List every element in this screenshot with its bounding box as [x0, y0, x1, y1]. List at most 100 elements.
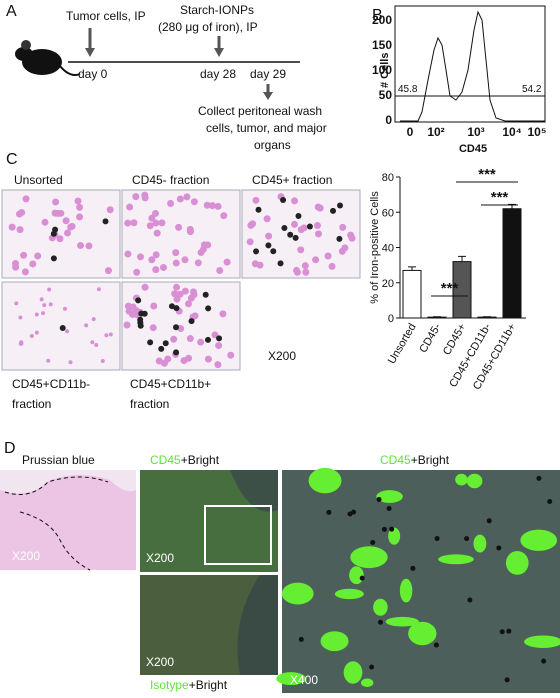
cell	[175, 224, 182, 231]
iron-deposit	[369, 665, 374, 670]
iron-deposit	[487, 518, 492, 523]
iron-cell	[337, 203, 343, 209]
iron-cell	[336, 236, 342, 242]
stain: +Bright	[181, 453, 220, 467]
cell	[177, 196, 184, 203]
cell	[173, 260, 180, 267]
iron-cell	[205, 305, 211, 311]
cell	[76, 204, 83, 211]
image-title: CD45+CD11b-	[12, 377, 90, 391]
day-label: day 29	[250, 67, 286, 81]
mouse-icon	[15, 40, 80, 75]
cell	[219, 310, 226, 317]
image-title: Unsorted	[14, 173, 63, 187]
magnification: X200	[12, 549, 40, 563]
cell	[190, 288, 197, 295]
annotation: Starch-IONPs	[180, 3, 254, 17]
panel-label: D	[4, 440, 16, 457]
cell	[20, 252, 27, 259]
iron-cell	[270, 248, 276, 254]
cell	[220, 212, 227, 219]
iron-cell	[281, 225, 287, 231]
cell	[183, 193, 190, 200]
image-title: CD45+Bright	[380, 453, 450, 467]
cell	[22, 268, 29, 275]
cell	[167, 200, 174, 207]
arrows	[85, 28, 273, 100]
cell	[297, 246, 304, 253]
cell	[177, 291, 184, 298]
cell	[94, 343, 98, 347]
cell	[335, 589, 364, 599]
day-label: day 0	[78, 67, 108, 81]
bar-chart: % of Iron-positive Cells020406080Unsorte…	[369, 166, 526, 392]
y-tick-label: 0	[385, 113, 392, 127]
cell	[247, 222, 254, 229]
cell	[63, 217, 70, 224]
iron-cell	[135, 297, 141, 303]
iron-cell	[147, 339, 153, 345]
day-label: day 28	[200, 67, 236, 81]
iron-cell	[293, 235, 299, 241]
x-tick-label: Unsorted	[386, 322, 419, 367]
iron-cell	[173, 349, 179, 355]
cell	[214, 361, 221, 368]
significance-label: ***	[478, 166, 496, 183]
iron-cell	[169, 303, 175, 309]
cell	[321, 631, 349, 651]
iron-cell	[265, 242, 271, 248]
cell	[130, 219, 137, 226]
magnification: X200	[146, 655, 174, 669]
cell	[133, 269, 140, 276]
micrograph	[2, 190, 120, 278]
y-tick-label: 200	[372, 13, 392, 27]
iron-deposit	[351, 510, 356, 515]
cell	[109, 333, 113, 337]
x-tick-label: 10⁴	[502, 125, 521, 139]
cell	[130, 304, 137, 311]
stain: +Bright	[411, 453, 450, 467]
cell	[41, 219, 48, 226]
annotation: Collect peritoneal wash	[198, 104, 322, 118]
cell	[227, 352, 234, 359]
cell	[182, 256, 189, 263]
cell	[12, 264, 19, 271]
cell	[474, 535, 487, 553]
cell	[312, 256, 319, 263]
cell	[201, 241, 208, 248]
iron-deposit	[496, 545, 501, 550]
cell	[84, 323, 88, 327]
cell	[298, 226, 305, 233]
iron-cell	[253, 248, 259, 254]
cell	[339, 224, 346, 231]
stain: CD45	[380, 453, 411, 467]
annotation: organs	[254, 138, 291, 152]
iron-deposit	[389, 527, 394, 532]
x-tick-label: 10³	[467, 125, 484, 139]
cell	[124, 250, 131, 257]
cell	[9, 224, 16, 231]
cell	[264, 215, 271, 222]
iron-cell	[158, 346, 164, 352]
cell	[76, 213, 83, 220]
cell	[90, 340, 94, 344]
cell	[30, 334, 34, 338]
image-title: CD45- fraction	[132, 173, 209, 187]
cell	[438, 554, 474, 564]
iron-deposit	[387, 506, 392, 511]
axis-label: % of Iron-positive Cells	[369, 191, 381, 304]
cell	[265, 233, 272, 240]
cell	[339, 248, 346, 255]
cell	[34, 252, 41, 259]
axis-label: CD45	[459, 143, 487, 155]
x-tick-label: 10⁵	[528, 125, 547, 139]
cell	[209, 202, 216, 209]
cell	[282, 583, 314, 605]
cell	[197, 339, 204, 346]
cell	[224, 259, 231, 266]
cell	[35, 313, 39, 317]
iron-cell	[287, 232, 293, 238]
iron-deposit	[500, 629, 505, 634]
cell	[344, 661, 363, 683]
cell	[47, 287, 51, 291]
